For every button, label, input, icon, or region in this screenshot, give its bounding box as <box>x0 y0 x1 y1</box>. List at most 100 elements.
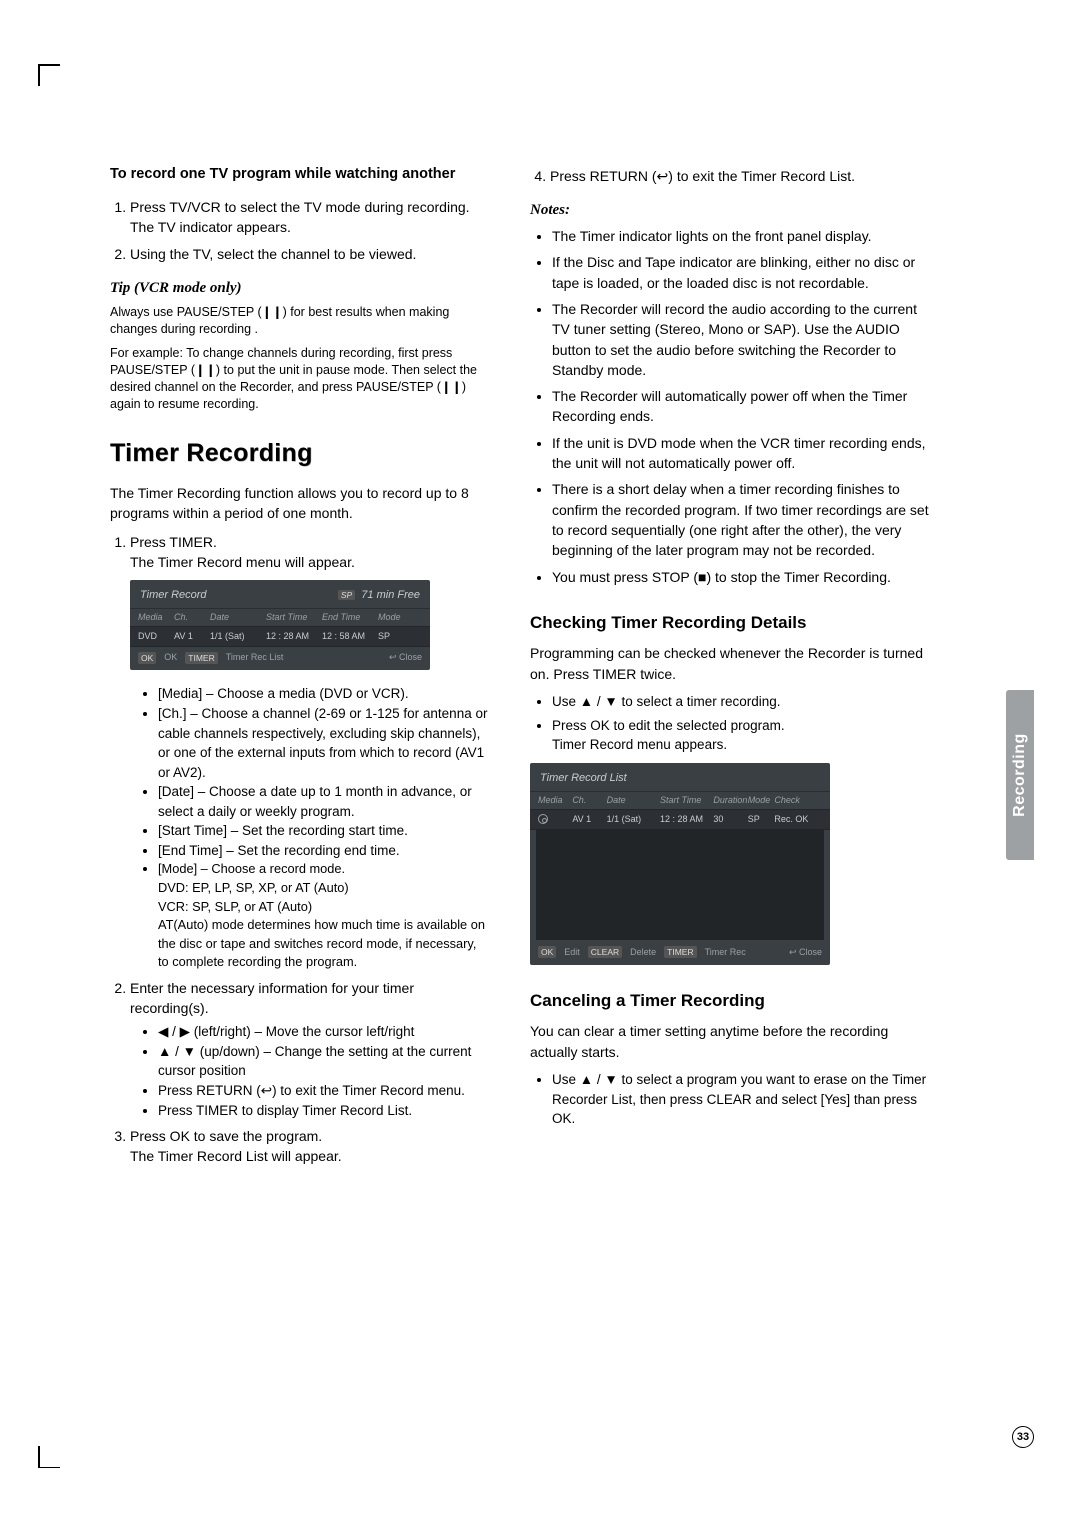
section-intro: The Timer Recording function allows you … <box>110 483 490 524</box>
list-item: ▲ / ▼ (up/down) – Change the setting at … <box>158 1042 490 1081</box>
crop-mark <box>38 1467 60 1469</box>
panel-title-row: Timer Record SP 71 min Free <box>130 586 430 609</box>
footer-close: ↩ Close <box>789 946 822 959</box>
timer-tag: TIMER <box>664 946 696 958</box>
cell-date: 1/1 (Sat) <box>607 813 660 826</box>
cell-media <box>538 813 572 826</box>
list-item: The Recorder will automatically power of… <box>552 386 930 427</box>
cell-start: 12 : 28 AM <box>266 630 322 643</box>
list-item: [Media] – Choose a media (DVD or VCR). <box>158 684 490 704</box>
cell-duration: 30 <box>713 813 747 826</box>
cell-ch: AV 1 <box>572 813 606 826</box>
side-tab-recording: Recording <box>1006 690 1034 860</box>
column-right: Press RETURN (↩) to exit the Timer Recor… <box>530 160 930 1173</box>
col-mode: Mode <box>748 794 775 807</box>
panel-empty-body <box>536 830 824 940</box>
ok-tag: OK <box>538 946 556 958</box>
col-mode: Mode <box>378 611 406 624</box>
checking-intro: Programming can be checked whenever the … <box>530 643 930 684</box>
list-item: Press TIMER to display Timer Record List… <box>158 1101 490 1121</box>
panel-row: DVD AV 1 1/1 (Sat) 12 : 28 AM 12 : 58 AM… <box>130 626 430 647</box>
cell-mode: SP <box>748 813 775 826</box>
list-item: [Start Time] – Set the recording start t… <box>158 821 490 841</box>
panel-sp-badge: SP 71 min Free <box>338 588 420 604</box>
list-item: Use ▲ / ▼ to select a timer recording. <box>552 692 930 712</box>
list-item: Press TIMER. The Timer Record menu will … <box>130 532 490 972</box>
panel-columns: Media Ch. Date Start Time End Time Mode <box>130 609 430 626</box>
cancel-intro: You can clear a timer setting anytime be… <box>530 1021 930 1062</box>
list-item: [Mode] – Choose a record mode. DVD: EP, … <box>158 860 490 971</box>
page-number: 33 <box>1012 1426 1034 1448</box>
list-item: Use ▲ / ▼ to select a program you want t… <box>552 1070 930 1129</box>
col-media: Media <box>138 611 174 624</box>
step-text: The Timer Record List will appear. <box>130 1148 342 1164</box>
panel-title: Timer Record <box>140 588 207 604</box>
col-date: Date <box>210 611 266 624</box>
list-item: Press OK to edit the selected program. T… <box>552 716 930 755</box>
step1-sublist: [Media] – Choose a media (DVD or VCR). [… <box>158 684 490 971</box>
footer-timer-label: Timer Rec List <box>226 651 284 664</box>
timer-tag: TIMER <box>185 652 217 664</box>
list-item: Press RETURN (↩) to exit the Timer Recor… <box>158 1081 490 1101</box>
footer-edit: Edit <box>564 946 580 959</box>
list-item: Press TV/VCR to select the TV mode durin… <box>130 197 490 238</box>
list-item: You must press STOP (■) to stop the Time… <box>552 567 930 587</box>
list-item: [Ch.] – Choose a channel (2-69 or 1-125 … <box>158 704 490 782</box>
steps-timer-recording: Press TIMER. The Timer Record menu will … <box>130 532 490 1167</box>
step-text: The Timer Record menu will appear. <box>130 554 355 570</box>
crop-mark <box>38 64 60 66</box>
footer-close: ↩ Close <box>389 651 422 664</box>
list-item: [Date] – Choose a date up to 1 month in … <box>158 782 490 821</box>
tip-heading: Tip (VCR mode only) <box>110 278 490 300</box>
cell-ch: AV 1 <box>174 630 210 643</box>
list-item: The Recorder will record the audio accor… <box>552 299 930 380</box>
ok-tag: OK <box>138 652 156 664</box>
footer-ok-label: OK <box>164 651 177 664</box>
section-title-timer-recording: Timer Recording <box>110 435 490 471</box>
steps-continuation: Press RETURN (↩) to exit the Timer Recor… <box>550 166 930 186</box>
tip-text: Always use PAUSE/STEP (❙❙) for best resu… <box>110 304 490 338</box>
footer-delete: Delete <box>630 946 656 959</box>
crop-mark <box>38 64 40 86</box>
list-item: Press RETURN (↩) to exit the Timer Recor… <box>550 166 930 186</box>
panel-footer: OK OK TIMER Timer Rec List ↩ Close <box>130 647 430 670</box>
col-start: Start Time <box>660 794 713 807</box>
col-date: Date <box>607 794 660 807</box>
side-tab-label: Recording <box>1011 733 1029 817</box>
panel-columns: Media Ch. Date Start Time Duration Mode … <box>530 792 830 809</box>
notes-heading: Notes: <box>530 200 930 222</box>
list-item: [End Time] – Set the recording end time. <box>158 841 490 861</box>
steps-record-while-watching: Press TV/VCR to select the TV mode durin… <box>130 197 490 264</box>
list-item: Enter the necessary information for your… <box>130 978 490 1120</box>
panel-title: Timer Record List <box>540 771 627 787</box>
timer-record-list-panel: Timer Record List Media Ch. Date Start T… <box>530 763 830 965</box>
list-item: Press OK to save the program. The Timer … <box>130 1126 490 1167</box>
page-content: To record one TV program while watching … <box>110 160 1000 1173</box>
subsection-canceling: Canceling a Timer Recording <box>530 989 930 1014</box>
column-left: To record one TV program while watching … <box>110 160 490 1173</box>
cell-start: 12 : 28 AM <box>660 813 713 826</box>
tip-text: For example: To change channels during r… <box>110 345 490 413</box>
step-text: Press OK to save the program. <box>130 1128 322 1144</box>
subsection-checking: Checking Timer Recording Details <box>530 611 930 636</box>
list-item: If the Disc and Tape indicator are blink… <box>552 252 930 293</box>
list-item: The Timer indicator lights on the front … <box>552 226 930 246</box>
step-text: Press TIMER. <box>130 534 217 550</box>
col-media: Media <box>538 794 572 807</box>
col-ch: Ch. <box>174 611 210 624</box>
col-start: Start Time <box>266 611 322 624</box>
col-ch: Ch. <box>572 794 606 807</box>
panel-footer: OK Edit CLEAR Delete TIMER Timer Rec ↩ C… <box>530 942 830 965</box>
heading-record-while-watching: To record one TV program while watching … <box>110 164 490 185</box>
footer-timer-label: Timer Rec <box>705 946 746 959</box>
col-duration: Duration <box>713 794 747 807</box>
cell-media: DVD <box>138 630 174 643</box>
notes-list: The Timer indicator lights on the front … <box>552 226 930 587</box>
col-check: Check <box>774 794 822 807</box>
cell-mode: SP <box>378 630 406 643</box>
col-end: End Time <box>322 611 378 624</box>
panel-row: AV 1 1/1 (Sat) 12 : 28 AM 30 SP Rec. OK <box>530 809 830 830</box>
crop-mark <box>38 1446 40 1468</box>
step-text: Enter the necessary information for your… <box>130 980 414 1016</box>
clear-tag: CLEAR <box>588 946 622 958</box>
